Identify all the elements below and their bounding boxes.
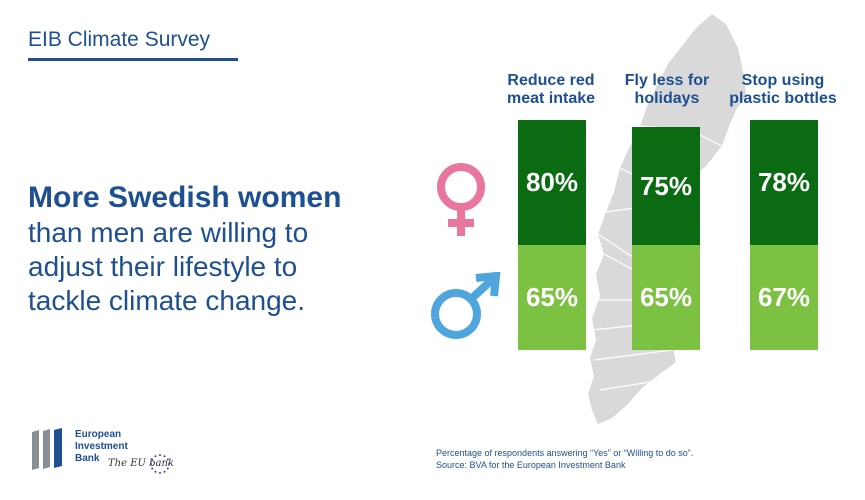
bar-segment-women: 75% (632, 127, 700, 245)
bar-plastic-bottles: 78% 67% (750, 120, 818, 350)
bar-label-line: Reduce red (507, 72, 595, 89)
footnote-source: Source: BVA for the European Investment … (436, 460, 626, 470)
logo-line-2: Investment (75, 441, 128, 452)
data-label-women: 78% (757, 167, 811, 197)
bar-segment-women: 78% (750, 120, 818, 245)
data-label-men: 65% (525, 282, 579, 312)
bar-label-line: meat intake (506, 90, 596, 107)
bar-segment-men: 65% (632, 245, 700, 350)
headline-line-3: adjust their lifestyle to (28, 251, 298, 282)
female-symbol-icon (437, 163, 485, 236)
logo-tagline: The EU bank (108, 458, 174, 469)
title-underline (28, 58, 238, 61)
page-title: EIB Climate Survey (28, 28, 211, 51)
eib-logo-icon (32, 428, 62, 470)
footnote-definition: Percentage of respondents answering “Yes… (436, 448, 694, 458)
bar-segment-men: 65% (518, 245, 586, 350)
male-symbol-icon (431, 272, 501, 339)
data-label-men: 67% (757, 282, 811, 312)
eu-stars-icon (150, 454, 170, 474)
data-label-women: 75% (639, 170, 693, 201)
bar-label-line: plastic bottles (729, 90, 837, 107)
headline-line-4: tackle climate change. (28, 285, 306, 316)
bar-reduce-red-meat: 80% 65% (518, 120, 586, 350)
bar-label-line: Stop using (741, 72, 825, 89)
sweden-map-shape (588, 14, 746, 424)
data-label-men: 65% (639, 282, 693, 312)
headline: More Swedish women than men are willing … (28, 180, 398, 318)
bar-segment-men: 67% (750, 245, 818, 350)
bar-segment-women: 80% (518, 120, 586, 245)
data-label-women: 80% (525, 167, 579, 197)
bar-label-plastic-bottles: Stop using plastic bottles (718, 72, 848, 108)
bar-label-reduce-red-meat: Reduce red meat intake (486, 72, 616, 108)
headline-line-2: than men are willing to (28, 217, 309, 248)
eib-logo-text: European Investment Bank (75, 429, 128, 465)
footnote: Percentage of respondents answering “Yes… (436, 447, 693, 471)
headline-line-1: More Swedish women (28, 181, 342, 214)
bar-label-line: Fly less for (624, 72, 710, 89)
bar-label-fly-less: Fly less for holidays (602, 72, 732, 108)
bar-fly-less: 75% 65% (632, 127, 700, 350)
bar-label-line: holidays (634, 90, 700, 107)
logo-line-3: Bank (75, 453, 100, 464)
logo-line-1: European (75, 429, 122, 440)
